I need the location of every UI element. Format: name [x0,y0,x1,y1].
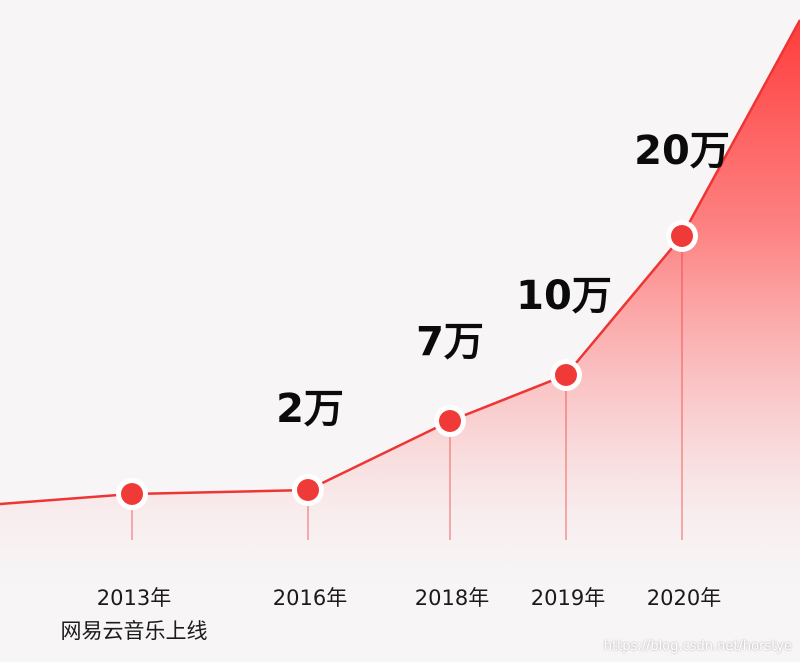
x-tick-label: 2016年 [273,586,347,610]
data-point [439,410,461,432]
data-point [671,225,693,247]
data-point [297,479,319,501]
value-label: 20万 [634,128,730,174]
value-labels: 2万 7万 10万 20万 [276,128,730,432]
drop-lines [131,248,683,540]
x-tick-annotation: 网易云音乐上线 [61,619,208,643]
x-tick-label: 2020年 [647,586,721,610]
watermark-text: https://blog.csdn.net/horstye [603,639,792,654]
value-label: 7万 [416,319,484,365]
x-tick-label: 2013年 [97,586,171,610]
value-label: 10万 [516,273,612,319]
x-tick-label: 2018年 [415,586,489,610]
area-fill [0,20,800,610]
markers [116,220,698,510]
data-point [121,483,143,505]
value-label: 2万 [276,386,344,432]
x-tick-label: 2019年 [531,586,605,610]
data-point [555,364,577,386]
